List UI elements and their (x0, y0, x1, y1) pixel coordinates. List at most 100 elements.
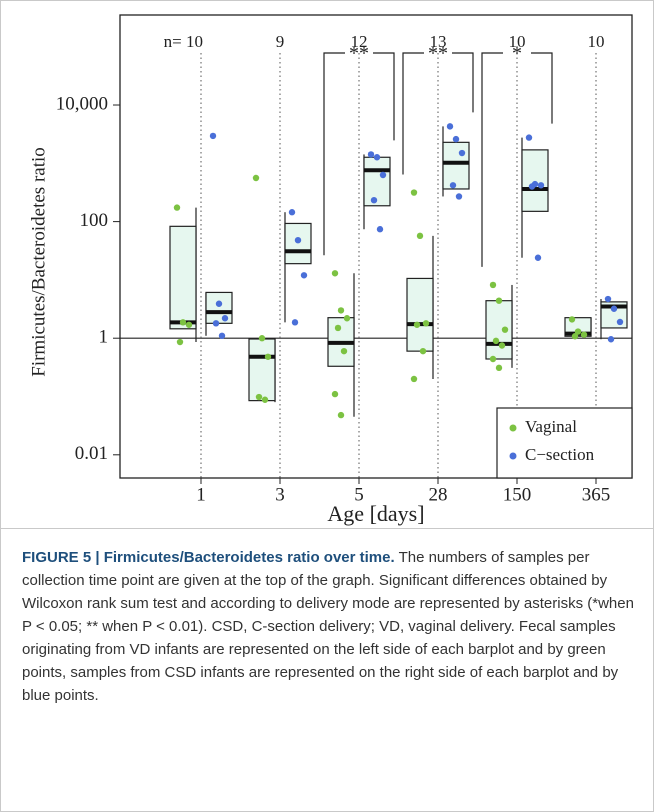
data-point (173, 204, 181, 211)
data-point (413, 321, 421, 328)
data-point (458, 149, 466, 157)
box (521, 149, 549, 212)
data-point (379, 171, 387, 179)
significance-bracket (481, 52, 553, 267)
data-point (528, 183, 536, 190)
data-point (489, 355, 497, 363)
chart: Firmicutes/Bacteroidetes ratio Age [days… (28, 14, 633, 526)
y-tick-label: 1 (99, 327, 109, 348)
data-point (291, 319, 299, 326)
box (284, 222, 312, 265)
n-label: n= 10 (164, 32, 203, 51)
data-point (616, 318, 624, 326)
data-point (419, 347, 427, 355)
data-point (495, 297, 503, 304)
data-point (179, 319, 187, 326)
data-point (261, 396, 269, 403)
x-tick-label: 3 (275, 484, 285, 505)
data-point (337, 411, 345, 419)
plot-frame (119, 14, 633, 479)
data-point (501, 326, 509, 333)
data-point (449, 182, 457, 189)
x-tick-label: 150 (503, 484, 532, 505)
data-point (568, 316, 576, 323)
x-tick-label: 365 (582, 484, 611, 505)
data-point (218, 332, 226, 339)
data-point (446, 123, 454, 130)
x-tick-label: 1 (196, 484, 206, 505)
data-point (337, 307, 345, 314)
x-axis-label: Age [days] (327, 501, 424, 526)
y-tick-label: 0.01 (75, 443, 108, 464)
data-point (607, 336, 615, 343)
data-point (495, 364, 503, 372)
data-point (252, 174, 260, 182)
x-tick-label: 5 (354, 484, 364, 505)
n-label: 13 (430, 32, 447, 51)
legend-marker (509, 452, 517, 460)
data-point (489, 281, 497, 289)
significance-label: ** (349, 43, 369, 65)
data-point (416, 232, 424, 240)
data-point (410, 189, 418, 196)
data-point (264, 353, 272, 360)
x-tick-label: 28 (429, 484, 448, 505)
box (406, 277, 434, 352)
data-point (209, 132, 217, 140)
data-point (331, 390, 339, 398)
significance-bracket (402, 52, 474, 175)
data-point (221, 315, 229, 322)
legend-label: C−section (525, 445, 595, 464)
data-point (176, 338, 184, 346)
box (363, 156, 391, 207)
significance-bracket (323, 52, 395, 256)
data-point (537, 182, 545, 189)
data-point (455, 193, 463, 200)
data-point (288, 209, 296, 216)
n-label: 10 (588, 32, 605, 51)
n-label: 12 (351, 32, 368, 51)
data-point (452, 135, 460, 143)
significance-label: ** (428, 43, 448, 65)
legend-marker (509, 424, 517, 432)
data-point (376, 226, 384, 233)
data-point (367, 151, 375, 158)
data-point (300, 272, 308, 279)
caption-title: FIGURE 5 | Firmicutes/Bacteroidetes rati… (22, 549, 395, 566)
legend-box (496, 407, 633, 479)
legend-label: Vaginal (525, 417, 577, 436)
y-axis-label: Firmicutes/Bacteroidetes ratio (28, 147, 49, 377)
data-point (580, 331, 588, 338)
data-point (525, 134, 533, 141)
data-point (294, 236, 302, 244)
data-point (571, 333, 579, 340)
y-tick-label: 100 (80, 210, 109, 231)
data-point (373, 154, 381, 161)
n-label: 9 (276, 32, 285, 51)
data-point (255, 393, 263, 401)
data-point (410, 375, 418, 383)
y-tick-label: 10,000 (56, 93, 108, 114)
box (442, 141, 470, 190)
data-point (343, 315, 351, 322)
data-point (534, 254, 542, 261)
caption-text: The numbers of samples per collection ti… (22, 549, 634, 704)
separator (1, 528, 653, 529)
data-point (334, 324, 342, 332)
data-point (340, 347, 348, 355)
data-point (331, 270, 339, 277)
data-point (215, 300, 223, 307)
data-point (370, 196, 378, 204)
box (248, 338, 276, 402)
data-point (604, 295, 612, 303)
data-point (492, 337, 500, 345)
caption: FIGURE 5 | Firmicutes/Bacteroidetes rati… (22, 546, 634, 707)
data-point (574, 328, 582, 335)
data-point (422, 320, 430, 327)
box (169, 225, 197, 330)
data-point (212, 320, 220, 327)
data-point (498, 342, 506, 349)
data-point (610, 305, 618, 312)
data-point (185, 321, 193, 328)
